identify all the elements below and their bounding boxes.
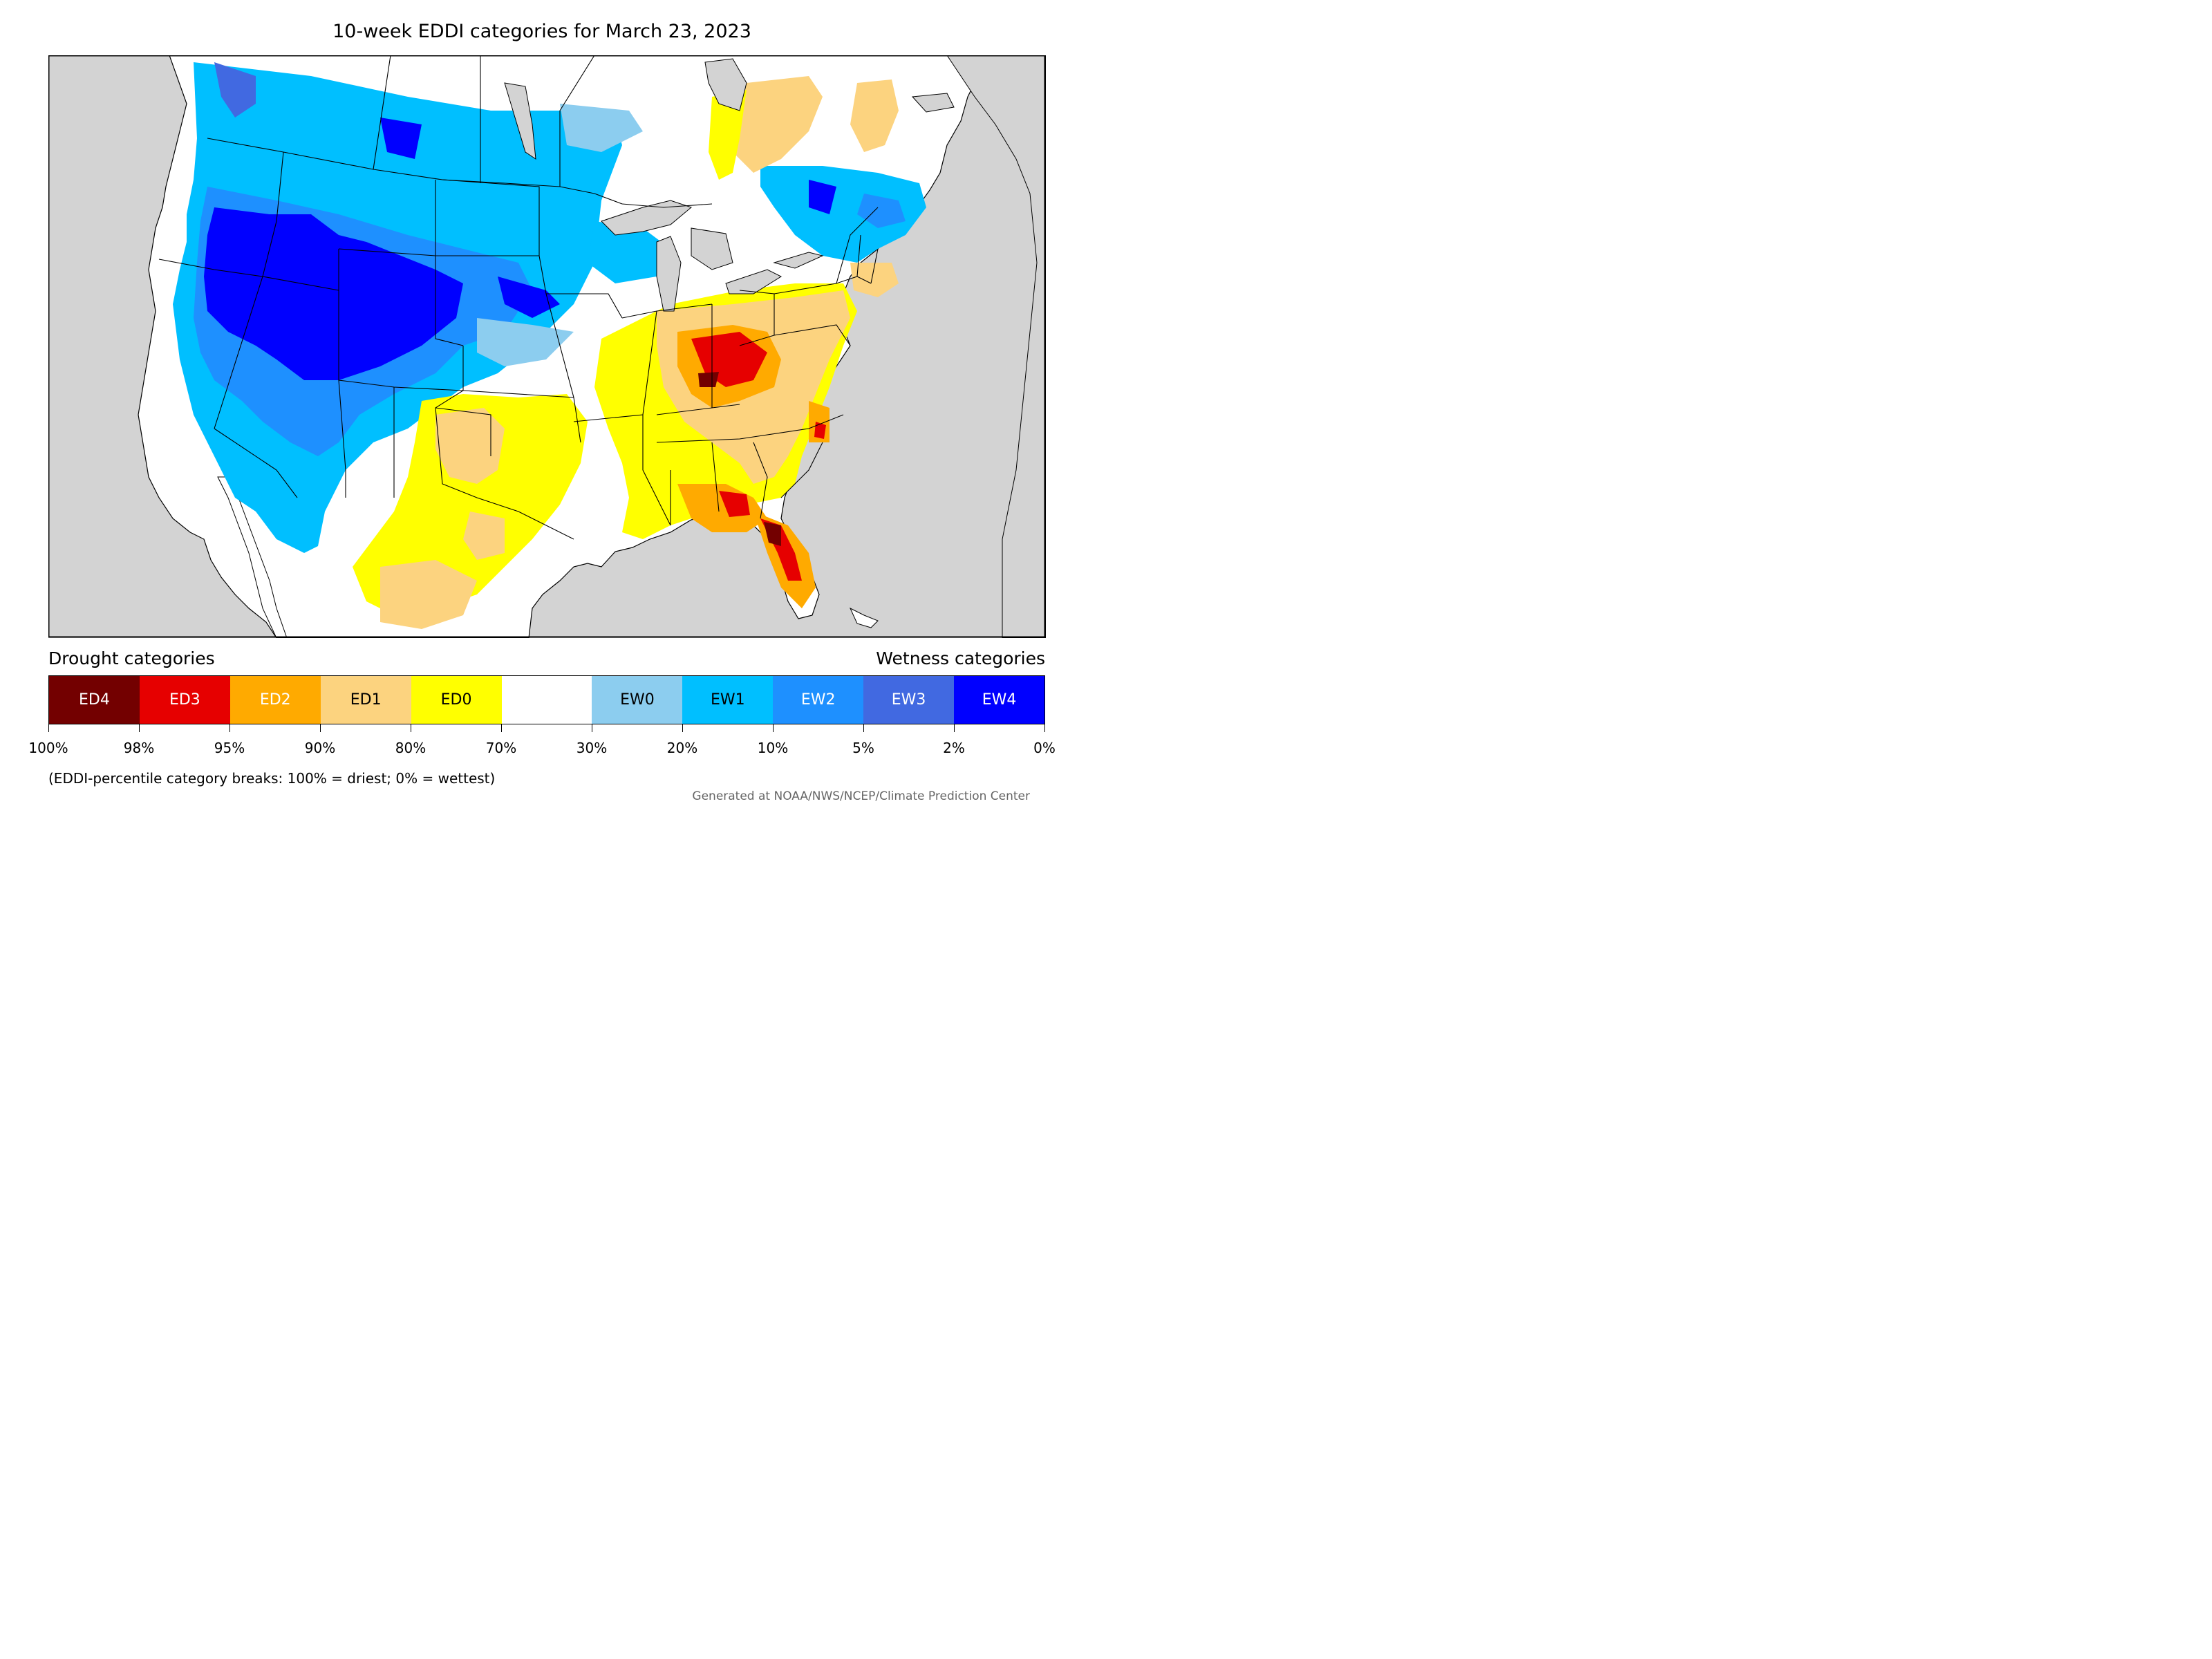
percentile-ticks: 100% 98% 95% 90% 80% 70% 30% 20% 10% 5% 2% 0% — [28, 724, 1056, 756]
category-swatch: EW1 — [682, 676, 774, 724]
tick-mark — [139, 724, 140, 732]
category-swatch: ED2 — [229, 676, 321, 724]
eddi-map — [48, 55, 1046, 638]
tick-label: 10% — [757, 740, 789, 756]
lakes — [504, 55, 1046, 638]
baja-california — [217, 476, 288, 638]
footnote: (EDDI-percentile category breaks: 100% =… — [48, 770, 496, 787]
category-swatch: EW2 — [773, 676, 864, 724]
tick-label: 95% — [214, 740, 245, 756]
credit-line: Generated at NOAA/NWS/NCEP/Climate Predi… — [692, 789, 1030, 803]
category-swatch: EW4 — [954, 676, 1044, 724]
category-swatch: ED3 — [139, 676, 230, 724]
tick-label: 98% — [123, 740, 155, 756]
drought-categories-label: Drought categories — [48, 648, 215, 668]
map-title: 10-week EDDI categories for March 23, 20… — [332, 21, 751, 42]
category-swatch: ED4 — [49, 676, 140, 724]
tick-label: 100% — [28, 740, 68, 756]
tick-label: 2% — [943, 740, 965, 756]
wetness-categories-label: Wetness categories — [876, 648, 1045, 668]
map-border — [48, 55, 1046, 638]
tick-mark — [501, 724, 502, 732]
tick-mark — [682, 724, 683, 732]
tick-mark — [320, 724, 321, 732]
tick-mark — [1044, 724, 1045, 732]
category-swatch: EW0 — [592, 676, 683, 724]
category-colorbar: ED4 ED3 ED2 ED1 ED0 EW0 EW1 EW2 EW3 EW4 — [48, 675, 1045, 724]
tick-label: 70% — [485, 740, 517, 756]
category-swatch: ED1 — [320, 676, 411, 724]
tick-label: 0% — [1033, 740, 1056, 756]
tick-mark — [773, 724, 774, 732]
tick-label: 30% — [576, 740, 608, 756]
tick-label: 90% — [304, 740, 336, 756]
category-swatch: ED0 — [411, 676, 502, 724]
category-swatch: EW3 — [863, 676, 955, 724]
tick-mark — [229, 724, 230, 732]
tick-label: 80% — [395, 740, 427, 756]
category-swatch — [501, 676, 592, 724]
tick-mark — [48, 724, 49, 732]
tick-mark — [954, 724, 955, 732]
boundaries — [158, 55, 879, 540]
tick-mark — [863, 724, 864, 732]
tick-label: 5% — [852, 740, 874, 756]
tick-label: 20% — [666, 740, 698, 756]
florida-keys-islands — [849, 607, 879, 628]
